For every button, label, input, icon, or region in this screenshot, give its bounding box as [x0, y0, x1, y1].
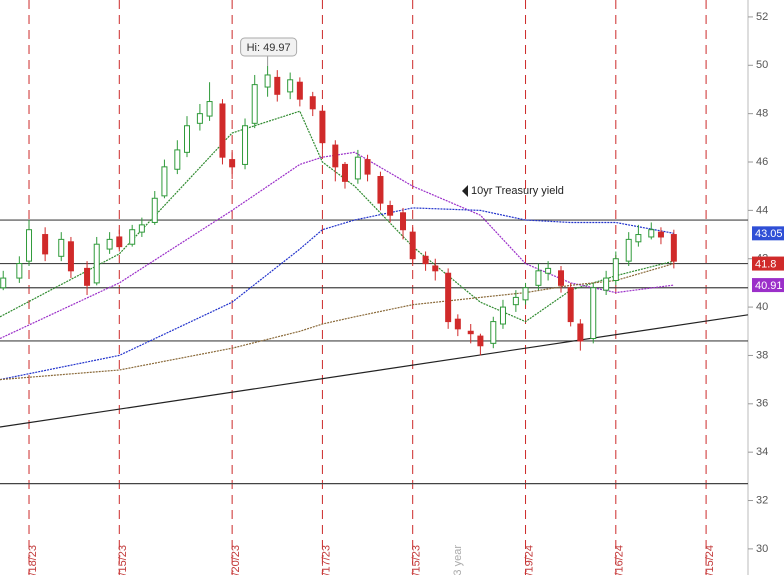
candle-body — [545, 267, 552, 274]
candle-body — [116, 236, 123, 248]
y-tick-label: 36 — [756, 398, 768, 410]
price-label-box — [752, 226, 784, 241]
candle-body — [16, 263, 23, 279]
candle-body — [184, 125, 190, 153]
y-tick-label: 38 — [756, 349, 768, 361]
candle-body — [219, 103, 226, 158]
candle-body — [445, 272, 452, 323]
x-tick-label: 12/15/23 — [411, 545, 423, 575]
candle-body — [354, 156, 361, 180]
candle-body — [296, 81, 303, 100]
candle-body — [603, 277, 610, 291]
moving-average — [0, 263, 674, 381]
candle-body — [477, 335, 484, 347]
candle-body — [206, 101, 213, 117]
x-tick-label: 11/17/23 — [320, 545, 332, 575]
candle-body — [590, 287, 597, 340]
price-label: 43.05 — [755, 228, 783, 240]
candle-body — [387, 205, 394, 216]
candle-body — [612, 258, 619, 281]
y-tick-label: 52 — [756, 11, 768, 23]
candle-body — [84, 267, 91, 286]
candle-body — [467, 330, 474, 335]
candle-body — [535, 270, 542, 286]
x-tick-label: 3/15/24 — [704, 545, 716, 575]
candle-body — [264, 74, 271, 88]
candle-body — [522, 287, 529, 301]
candle-body — [558, 270, 564, 286]
x-tick-label: 9/15/23 — [117, 545, 129, 575]
y-tick-label: 46 — [756, 156, 768, 168]
candle-body — [332, 144, 339, 168]
candle-body — [657, 231, 664, 238]
y-tick-label: 34 — [756, 446, 768, 458]
candle-body — [274, 76, 281, 95]
candle-body — [409, 231, 416, 260]
candle-body — [287, 79, 294, 93]
candle-body — [196, 113, 203, 124]
x-tick-label: 2/16/24 — [614, 545, 626, 575]
price-label-box — [752, 278, 784, 293]
year-marker: 2023 year — [452, 545, 464, 575]
y-tick-label: 44 — [756, 204, 768, 216]
candle-body — [490, 321, 497, 344]
price-label: 40.91 — [755, 280, 783, 292]
candle-body — [625, 238, 632, 262]
candle-body — [364, 159, 371, 175]
candle-body — [58, 238, 65, 257]
annotation: 10yr Treasury yield — [471, 185, 564, 197]
candle-body — [567, 287, 574, 323]
x-tick-label: 1/19/24 — [523, 545, 535, 575]
candle-body — [577, 323, 584, 342]
y-tick-label: 30 — [756, 543, 768, 555]
y-tick-label: 48 — [756, 108, 768, 120]
price-label: 41.8 — [755, 258, 776, 270]
moving-average — [0, 207, 674, 381]
y-tick-label: 40 — [756, 301, 768, 313]
y-tick-label: 50 — [756, 59, 768, 71]
candle-body — [432, 265, 439, 272]
candle-body — [161, 166, 168, 197]
candle-body — [93, 243, 100, 284]
moving-average — [0, 151, 674, 340]
candle-body — [129, 229, 136, 245]
x-tick-label: 8/18/23 — [27, 545, 39, 575]
candle-body — [0, 277, 7, 289]
annotation-arrow — [462, 185, 468, 197]
price-label-box — [752, 256, 784, 271]
candle-body — [309, 96, 316, 110]
candle-body — [229, 159, 236, 168]
candle-body — [512, 296, 519, 306]
candle-body — [67, 241, 74, 272]
candle-body — [138, 224, 145, 233]
y-tick-label: 32 — [756, 494, 768, 506]
candle-body — [635, 234, 642, 243]
x-tick-label: 10/20/23 — [230, 545, 242, 575]
candle-body — [454, 318, 461, 330]
candle-body — [319, 110, 326, 144]
trend-line — [0, 314, 749, 428]
candle-body — [648, 229, 655, 238]
candle-body — [151, 197, 158, 223]
candle-body — [400, 212, 407, 231]
moving-average — [0, 110, 674, 323]
callout-box — [240, 37, 298, 57]
candle-body — [341, 163, 348, 182]
candle-body — [242, 125, 249, 165]
high-label: Hi: 49.97 — [247, 42, 291, 54]
candle-body — [26, 229, 33, 262]
candle-body — [42, 234, 49, 255]
candle-body — [174, 149, 181, 170]
candle-body — [106, 238, 113, 250]
candle-body — [377, 176, 384, 204]
candle-body — [499, 306, 506, 325]
candle-body — [670, 234, 677, 262]
candle-body — [251, 84, 258, 124]
candle-body — [422, 255, 429, 265]
